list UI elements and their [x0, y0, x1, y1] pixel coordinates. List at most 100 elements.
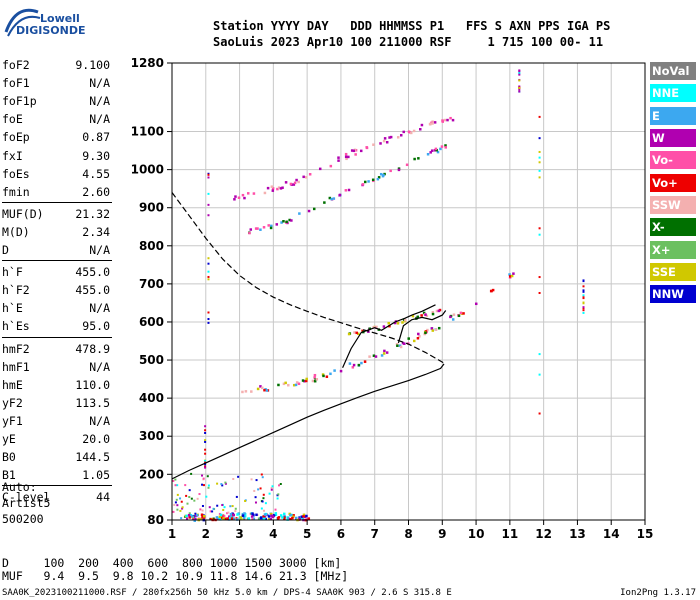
echo-point: [230, 514, 234, 518]
noise-point: [270, 488, 273, 491]
echo-point: [259, 385, 262, 388]
noise-point: [202, 484, 205, 487]
noise-point: [179, 497, 182, 500]
echo-point: [344, 152, 348, 156]
echo-point: [298, 516, 301, 519]
legend-item-w: W: [650, 129, 696, 148]
echo-point: [399, 134, 403, 137]
noise-point: [221, 504, 224, 507]
echo-point: [232, 513, 235, 517]
param-row: h`F 455.0: [2, 263, 110, 281]
echo-point: [295, 178, 298, 182]
echo-point: [289, 517, 292, 521]
noise-point: [231, 505, 234, 508]
interference-point: [538, 176, 541, 179]
logo-text-digisonde: DIGISONDE: [16, 24, 86, 37]
noise-point: [200, 517, 203, 520]
echo-point: [293, 181, 297, 185]
logo-swoosh-icon: [4, 8, 41, 37]
echo-point: [254, 227, 258, 230]
param-row: B1 1.05: [2, 466, 110, 484]
interference-point: [538, 276, 541, 279]
echo-point: [431, 122, 434, 125]
echo-trace-echo-o-lower: [241, 272, 515, 394]
param-row: M(D) 2.34: [2, 223, 110, 241]
echo-point: [302, 515, 305, 518]
echo-point: [262, 226, 266, 229]
noise-point: [207, 486, 210, 489]
echo-point: [300, 515, 304, 518]
echo-point: [339, 369, 343, 373]
legend-item-noval: NoVal: [650, 62, 696, 80]
interference-point: [582, 294, 585, 297]
interference-point: [207, 262, 210, 265]
interference-point: [207, 176, 210, 179]
echo-point: [510, 274, 514, 278]
echo-point: [289, 513, 292, 517]
interference-point: [582, 280, 585, 283]
noise-point: [279, 482, 282, 485]
echo-point: [449, 116, 452, 120]
interference-point: [207, 173, 210, 176]
noise-point: [224, 481, 227, 484]
legend-item-nne: NNE: [650, 84, 696, 103]
param-name: foF2: [2, 58, 30, 72]
param-separator: [2, 485, 112, 487]
echo-point: [251, 512, 254, 515]
echo-point: [237, 196, 241, 199]
echo-point: [413, 157, 416, 161]
noise-point: [188, 489, 191, 492]
trace-line-o-trace-fit-low: [397, 310, 447, 344]
x-tick-label: 11: [502, 527, 519, 541]
echo-point: [241, 512, 245, 516]
param-value: 478.9: [75, 341, 110, 356]
echo-point: [333, 369, 336, 372]
noise-point: [190, 497, 193, 500]
interference-point: [207, 257, 210, 260]
x-tick-label: 2: [202, 527, 210, 541]
echo-point: [443, 118, 447, 122]
param-value: 21.32: [75, 206, 110, 221]
echo-point: [351, 366, 355, 369]
interference-point: [538, 169, 541, 172]
lowell-digisonde-logo: Lowell DIGISONDE: [2, 2, 112, 46]
echo-traces: [184, 116, 515, 522]
echo-point: [295, 516, 298, 520]
echo-point: [271, 189, 275, 192]
echo-point: [416, 315, 420, 319]
param-value: 9.30: [82, 148, 110, 163]
param-row: yE 20.0: [2, 430, 110, 448]
echo-point: [267, 224, 270, 227]
echo-point: [187, 513, 191, 517]
noise-point: [186, 502, 189, 505]
param-name: yF1: [2, 413, 23, 428]
echo-point: [436, 150, 440, 154]
param-value: 113.5: [75, 395, 110, 410]
echo-point: [256, 227, 259, 230]
echo-point: [282, 382, 286, 386]
noise-point: [176, 508, 179, 511]
echo-point: [202, 514, 206, 518]
echo-point: [283, 512, 286, 516]
echo-point: [261, 386, 264, 390]
echo-point: [357, 332, 360, 336]
noise-points: [172, 69, 585, 521]
y-tick-label: 1280: [131, 56, 164, 70]
param-value: 2.34: [82, 224, 110, 239]
param-value: 1.05: [82, 468, 110, 483]
echo-point: [385, 351, 389, 354]
muf-value-row: MUF 9.4 9.5 9.8 10.2 10.9 11.8 14.6 21.3…: [2, 569, 349, 583]
interference-point: [518, 79, 521, 82]
y-tick-label: 1100: [131, 125, 164, 139]
echo-point: [195, 513, 199, 517]
noise-point: [198, 493, 201, 496]
echo-point: [368, 355, 371, 358]
echo-point: [263, 388, 266, 392]
echo-point: [372, 354, 376, 357]
echo-point: [363, 180, 367, 184]
noise-point: [268, 517, 271, 520]
interference-point: [207, 203, 210, 206]
echo-point: [398, 344, 402, 347]
echo-point: [294, 383, 298, 387]
param-name: h`E: [2, 301, 23, 316]
